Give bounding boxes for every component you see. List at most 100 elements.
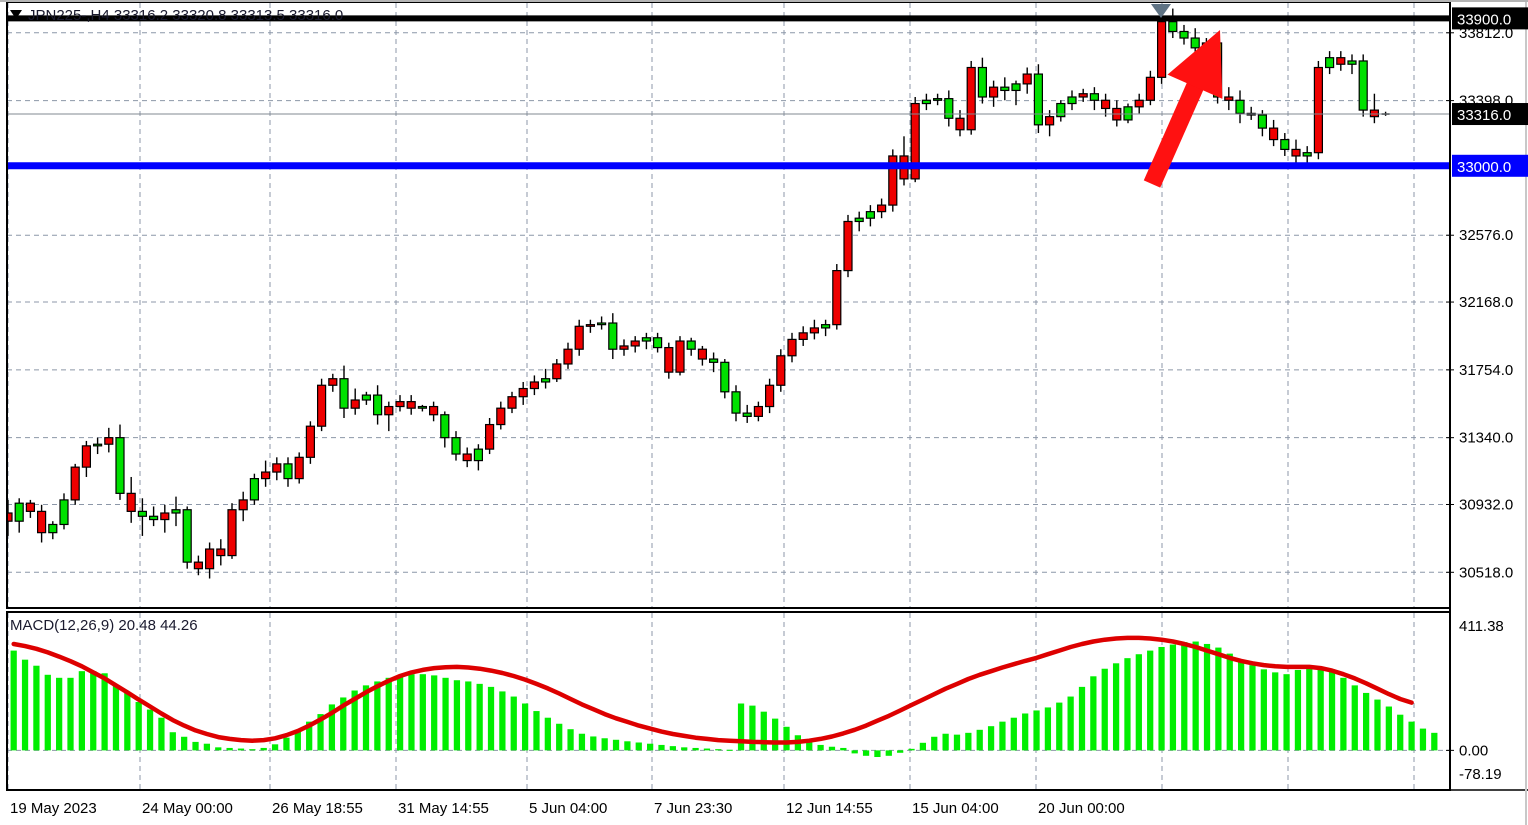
candle [652,332,663,353]
candle [764,378,775,414]
macd-histogram-bar [772,718,779,751]
current-price-tag[interactable]: 33316.0 [1452,103,1528,126]
candle [1235,90,1245,124]
macd-histogram-bar [385,677,392,751]
macd-histogram-bar [215,747,222,751]
candle [361,391,371,405]
macd-histogram-bar [78,671,85,751]
candle [977,57,988,104]
macd-histogram-bar [1272,672,1279,751]
macd-histogram-bar [1249,665,1256,751]
support-price-tag[interactable]: 33000.0 [1452,154,1528,177]
macd-histogram-bar [112,685,120,751]
macd-histogram-bar [90,671,97,751]
resistance-price-tag[interactable]: 33900.0 [1452,7,1528,30]
macd-histogram-bar [1385,706,1392,751]
macd-label: MACD(12,26,9) 20.48 44.26 [10,617,198,634]
candle [462,447,472,468]
macd-histogram-bar [271,744,279,751]
macd-histogram-bar [1067,696,1074,751]
candle [843,214,853,278]
candle [731,385,741,422]
price-axis[interactable]: 33812.033398.032576.032168.031754.031340… [1446,7,1528,783]
macd-histogram-bar [158,717,165,751]
macd-histogram-bar [1408,721,1415,751]
macd-histogram-bar [1283,674,1290,751]
candle [932,93,943,106]
candle [630,336,640,353]
candle [1089,87,1100,111]
macd-histogram-bar [260,747,267,751]
macd-histogram-bar [965,732,972,751]
time-tick-label: 7 Jun 23:30 [654,800,732,817]
macd-histogram-bar [1044,707,1052,751]
candle [720,359,730,399]
triangle-down-icon[interactable] [10,10,22,19]
macd-histogram-bar [169,732,176,751]
candle [1100,93,1111,117]
time-axis[interactable]: 19 May 2023 24 May 00:00 26 May 18:55 31 Ma… [10,800,1125,817]
candle [1123,103,1133,124]
candle [1156,15,1167,84]
macd-histogram-bar [862,750,870,756]
macd-histogram-bar [362,685,370,751]
macd-histogram-bar [146,709,154,751]
bullish-arrow[interactable] [1143,30,1223,188]
macd-histogram-bar [669,746,676,751]
macd-histogram-bar [1192,641,1199,751]
macd-histogram-bar [351,690,358,751]
macd-histogram-bar [21,659,29,751]
macd-histogram-bar [544,717,551,751]
candle [529,375,540,396]
candle [126,476,136,523]
macd-histogram-bar [624,741,631,751]
macd-histogram-bar [726,749,733,751]
candle [1022,67,1032,94]
chart-marker-triangle[interactable] [1151,4,1171,18]
candle [272,457,282,481]
candle [496,401,506,430]
macd-histogram-bar [237,748,245,751]
macd-histogram-bar [1215,647,1222,751]
candle [888,149,898,212]
macd-histogram-bar [1340,677,1347,751]
macd-histogram-bar [135,701,142,751]
candle [216,539,226,566]
macd-histogram-bar [294,729,301,751]
candle [36,504,47,543]
candle [1324,51,1335,75]
macd-histogram-bar [1022,713,1029,751]
candle [1033,64,1044,134]
candle [910,96,920,183]
macd-histogram-bar [306,721,313,751]
macd-signal-line [11,635,1414,745]
candle [787,332,797,363]
macd-histogram-bar [1317,668,1324,751]
candle [1280,133,1290,156]
candle [440,411,450,448]
macd-tick-label: 0.00 [1459,742,1488,759]
macd-histogram-bar [1158,646,1165,751]
candle [429,401,439,422]
macd-histogram-bar [499,691,506,751]
macd-tick-label: -78.19 [1459,766,1502,783]
macd-histogram-bar [1431,732,1438,751]
macd-histogram-bar [56,677,63,751]
macd-histogram-bar [760,711,767,751]
annotations[interactable] [1143,4,1223,188]
macd-histogram-bar [340,697,347,751]
candle [249,473,259,505]
macd-histogram-bar [737,703,745,751]
candle [1134,93,1144,114]
candle [115,424,125,500]
macd-histogram-bar [1226,653,1233,751]
candle [776,349,786,392]
candle [485,418,495,455]
macd-histogram-bar [476,683,483,751]
macd-histogram-bar [931,736,938,751]
macd-histogram-bar [635,742,642,751]
candle [1336,51,1346,71]
candle [1291,139,1301,163]
